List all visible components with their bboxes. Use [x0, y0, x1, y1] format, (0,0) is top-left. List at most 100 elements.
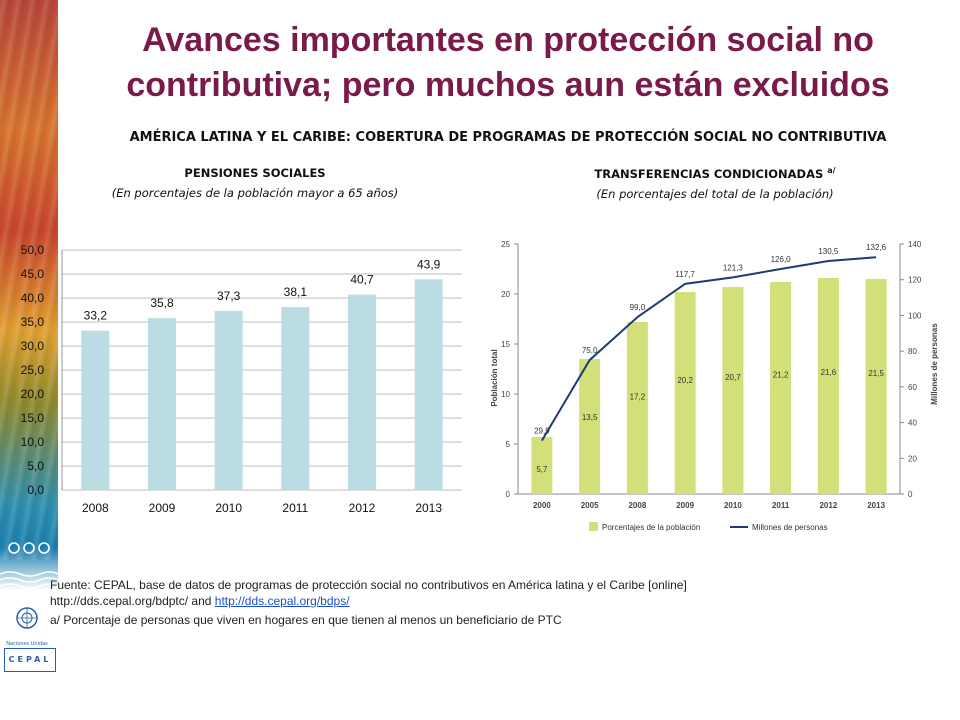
un-caption: Naciones Unidas	[6, 641, 48, 647]
chart2-right-tick-label: 80	[908, 347, 917, 356]
chart1-bar	[414, 279, 443, 490]
chart2-x-tick-label: 2000	[533, 501, 551, 510]
chart2-right-tick-label: 40	[908, 419, 917, 428]
left-panel-heading: PENSIONES SOCIALES (En porcentajes de la…	[80, 166, 430, 200]
chart1-y-tick-label: 10,0	[21, 435, 45, 449]
right-panel-title-note: a/	[827, 166, 836, 175]
chart2-bar	[579, 359, 601, 494]
chart2-x-tick-label: 2013	[867, 501, 885, 510]
chart1-data-label: 33,2	[84, 309, 108, 323]
left-panel-title: PENSIONES SOCIALES	[184, 166, 326, 180]
waves-decoration-icon	[0, 571, 58, 589]
cepal-logo: CEPAL	[4, 648, 56, 672]
chart2-bar	[531, 437, 553, 494]
chart2-bar	[626, 322, 648, 494]
chart2-x-tick-label: 2012	[819, 501, 837, 510]
chart2-bar-label: 13,5	[582, 413, 598, 422]
page-title: Avances importantes en protección social…	[58, 18, 958, 108]
title-line-1: Avances importantes en protección social…	[142, 21, 874, 59]
title-line-2: contributiva; pero muchos aun están excl…	[126, 66, 890, 104]
chart2-line-label: 29,9	[534, 427, 550, 436]
chart2-left-tick-label: 15	[501, 340, 510, 349]
circles-decoration-icon	[8, 542, 50, 554]
chart1-bar	[148, 318, 176, 490]
chart2-bar	[722, 287, 744, 494]
chart1-data-label: 38,1	[284, 285, 308, 299]
chart1-y-tick-label: 5,0	[27, 459, 44, 473]
source-link[interactable]: http://dds.cepal.org/bdps/	[214, 594, 350, 608]
right-panel-heading: TRANSFERENCIAS CONDICIONADAS a/ (En porc…	[540, 166, 890, 201]
chart1-y-tick-label: 15,0	[21, 411, 45, 425]
chart1-bar	[214, 310, 243, 490]
chart2-bar-label: 20,7	[725, 373, 741, 382]
chart2-legend-label-line: Millones de personas	[752, 523, 828, 532]
chart1-x-tick-label: 2009	[149, 501, 176, 515]
chart1-x-tick-label: 2013	[415, 501, 442, 515]
chart1-y-tick-label: 50,0	[21, 243, 45, 257]
right-panel-title: TRANSFERENCIAS CONDICIONADAS	[594, 166, 824, 181]
chart2-left-tick-label: 25	[501, 240, 510, 249]
chart2-group: 0 5 10 15 20 25 0 20 40 60 80 100 120 140 Población to…	[490, 240, 939, 532]
chart2-right-tick-label: 120	[908, 276, 922, 285]
source-footer: Fuente: CEPAL, base de datos de programa…	[50, 577, 920, 609]
chart2-x-tick-label: 2009	[676, 501, 694, 510]
chart1-bar	[281, 307, 310, 490]
chart1-data-label: 40,7	[350, 273, 374, 287]
chart2-bar	[865, 279, 887, 494]
chart1-y-tick-label: 40,0	[21, 291, 45, 305]
chart2-left-tick-label: 10	[501, 390, 510, 399]
chart1-y-tick-label: 30,0	[21, 339, 45, 353]
chart2-line-label: 126,0	[771, 255, 792, 264]
chart2-bar-label: 21,5	[868, 369, 884, 378]
chart2-x-tick-label: 2005	[581, 501, 599, 510]
left-panel-subtitle: (En porcentajes de la población mayor a …	[111, 186, 399, 200]
un-logo: Naciones Unidas	[4, 606, 50, 647]
chart1-data-label: 37,3	[217, 289, 241, 303]
chart2-right-tick-label: 20	[908, 454, 917, 463]
chart2-left-axis-title: Población total	[490, 349, 499, 406]
chart1-y-tick-label: 45,0	[21, 267, 45, 281]
un-emblem-icon	[16, 607, 38, 629]
chart1-y-tick-label: 0,0	[27, 483, 44, 497]
chart2-left-tick-label: 5	[506, 440, 511, 449]
chart1-x-tick-label: 2011	[282, 501, 308, 515]
chart2-right-axis-title: Millones de personas	[930, 323, 939, 405]
chart2-bar-label: 17,2	[630, 392, 646, 401]
chart2-left-tick-label: 0	[506, 490, 511, 499]
chart2-line-label: 132,6	[866, 243, 887, 252]
chart1-y-tick-label: 25,0	[21, 363, 45, 377]
footnote: a/ Porcentaje de personas que viven en h…	[50, 613, 562, 627]
chart2-x-tick-label: 2011	[772, 501, 790, 510]
source-line: Fuente: CEPAL, base de datos de programa…	[50, 578, 687, 592]
chart1-y-tick-label: 20,0	[21, 387, 45, 401]
chart1-data-label: 35,8	[150, 296, 174, 310]
chart1-data-label: 43,9	[417, 257, 441, 271]
chart1-x-tick-label: 2008	[82, 501, 109, 515]
chart2-line-label: 99,0	[630, 303, 646, 312]
chart2-bar	[674, 292, 696, 494]
chart2-bar-label: 21,2	[773, 370, 789, 379]
chart1-group: 0,0 5,0 10,0 15,0 20,0 25,0 30,0 35,0 40,0 45,0 50…	[21, 243, 462, 515]
chart1-bar	[348, 294, 376, 490]
right-panel-title-wrap: TRANSFERENCIAS CONDICIONADAS a/	[540, 166, 890, 181]
decorative-side-band	[0, 0, 58, 720]
right-panel-subtitle: (En porcentajes del total de la població…	[596, 186, 834, 201]
chart2-right-tick-label: 0	[908, 490, 913, 499]
chart2-legend-label-bars: Porcentajes de la población	[602, 523, 700, 532]
chart1-y-tick-label: 35,0	[21, 315, 45, 329]
chart2-x-tick-label: 2008	[628, 501, 646, 510]
chart1-x-tick-label: 2012	[349, 501, 376, 515]
chart2-bar	[817, 278, 839, 494]
chart2-right-tick-label: 100	[908, 311, 922, 320]
chart2-bar	[770, 282, 792, 494]
chart1-bar	[81, 330, 110, 490]
chart2-legend-swatch-bars	[589, 522, 598, 531]
chart2-left-tick-label: 20	[501, 290, 510, 299]
chart2-line-label: 121,3	[723, 263, 744, 272]
section-subtitle: AMÉRICA LATINA Y EL CARIBE: COBERTURA DE…	[129, 130, 887, 145]
chart2-right-tick-label: 60	[908, 383, 917, 392]
source-urls: http://dds.cepal.org/bdptc/ and http://d…	[50, 593, 920, 609]
chart2-line-label: 75,0	[582, 346, 598, 355]
chart2-bar-label: 20,2	[677, 376, 693, 385]
